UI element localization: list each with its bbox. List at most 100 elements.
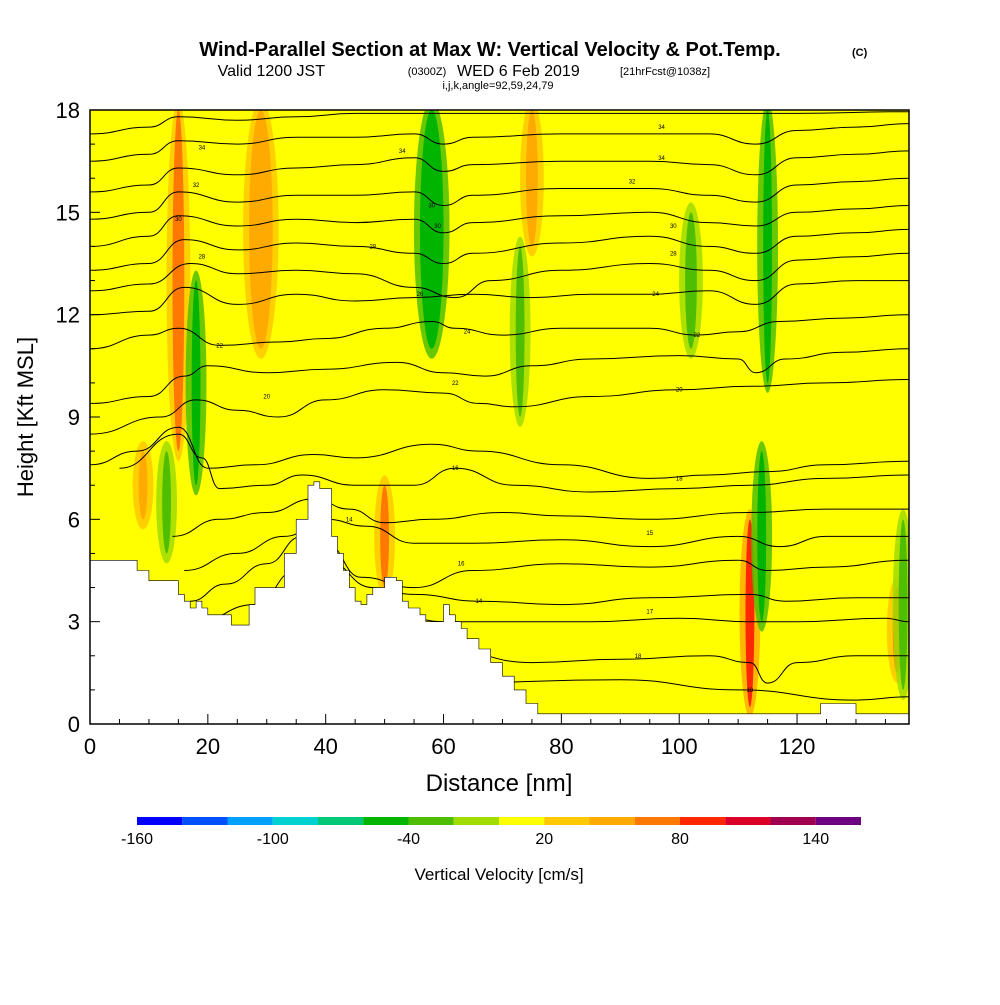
potential-temperature-contours: 19 18 17 14 16 15 14 16 18 20 20 22 22 22 24 24 26 28 28 28… xyxy=(90,111,909,704)
theta-contour-label: 14 xyxy=(346,517,353,523)
theta-contour-line xyxy=(90,177,909,220)
valid-utc: (0300Z) xyxy=(408,66,447,78)
theta-contour-label: 32 xyxy=(193,183,200,189)
y-tick-label: 6 xyxy=(68,507,80,532)
theta-contour-label: 15 xyxy=(646,531,653,537)
colorbar-tick-label: 20 xyxy=(535,831,553,848)
colorbar-swatch xyxy=(363,817,409,825)
theta-contour-label: 28 xyxy=(369,244,376,250)
theta-contour-line xyxy=(184,518,909,571)
updraft-cell xyxy=(380,485,390,588)
colorbar-tick-label: 80 xyxy=(671,831,689,848)
updraft-cell xyxy=(249,110,273,349)
colorbar-swatch xyxy=(634,817,680,825)
theta-contour-label: 20 xyxy=(676,388,683,394)
colorbar-swatch xyxy=(544,817,590,825)
theta-contour-line xyxy=(90,228,909,271)
theta-contour-line xyxy=(190,535,909,602)
updraft-cell xyxy=(138,451,148,520)
downdraft-cell xyxy=(191,280,201,486)
theta-contour-label: 30 xyxy=(428,204,435,210)
colorbar-tick-label: -100 xyxy=(257,831,289,848)
theta-contour-label: 24 xyxy=(464,330,471,336)
forecast-info: [21hrFcst@1038z] xyxy=(620,66,710,78)
theta-contour-line xyxy=(90,150,909,193)
x-tick-label: 40 xyxy=(313,734,337,759)
theta-contour-label: 26 xyxy=(417,292,424,298)
theta-contour-label: 20 xyxy=(263,395,270,401)
axes: 0 20 40 60 80 100 120 0 3 6 9 12 15 18 xyxy=(56,98,886,759)
colorbar-swatch xyxy=(227,817,273,825)
downdraft-cell xyxy=(757,451,767,622)
x-tick-label: 0 xyxy=(84,734,96,759)
theta-contour-label: 34 xyxy=(658,125,665,131)
theta-contour-label: 30 xyxy=(434,224,441,230)
x-axis-label: Distance [nm] xyxy=(426,770,573,797)
theta-contour-label: 34 xyxy=(399,149,406,155)
theta-contour-label: 32 xyxy=(629,180,636,186)
theta-contour-line xyxy=(443,648,909,684)
colorbar-swatch xyxy=(318,817,364,825)
updraft-cell xyxy=(172,110,185,452)
chart-title: Wind-Parallel Section at Max W: Vertical… xyxy=(199,39,780,61)
section-info: i,j,k,angle=92,59,24,79 xyxy=(442,80,553,92)
downdraft-cell xyxy=(162,451,172,554)
theta-contour-line xyxy=(90,280,909,316)
colorbar-tick-label: -160 xyxy=(121,831,153,848)
theta-contour-line xyxy=(119,433,909,493)
theta-contour-line xyxy=(90,111,909,135)
theta-contour-label: 14 xyxy=(476,599,483,605)
theta-contour-line xyxy=(90,123,909,162)
y-tick-label: 3 xyxy=(68,610,80,635)
x-tick-label: 120 xyxy=(779,734,816,759)
theta-contour-line xyxy=(172,498,909,537)
y-tick-label: 15 xyxy=(56,200,80,225)
x-tick-label: 100 xyxy=(661,734,698,759)
y-tick-label: 18 xyxy=(56,98,80,123)
theta-contour-label: 16 xyxy=(458,562,465,568)
theta-contour-label: 16 xyxy=(452,466,459,472)
theta-contour-label: 22 xyxy=(216,343,223,349)
colorbar-swatch xyxy=(770,817,816,825)
colorbar-swatch xyxy=(453,817,499,825)
theta-contour-label: 17 xyxy=(646,609,653,615)
colorbar-swatch xyxy=(589,817,635,825)
theta-contour-label: 34 xyxy=(199,146,206,152)
theta-contour-line xyxy=(90,314,909,350)
colorbar-swatch xyxy=(408,817,454,825)
x-tick-label: 80 xyxy=(549,734,573,759)
theta-contour-label: 24 xyxy=(652,292,659,298)
theta-contour-label: 28 xyxy=(199,255,206,261)
colorbar-swatch xyxy=(499,817,545,825)
downdraft-cell xyxy=(685,212,697,349)
theta-contour-line xyxy=(90,252,909,299)
colorbar-tick-label: 140 xyxy=(802,831,829,848)
colorbar-tick-label: -40 xyxy=(397,831,420,848)
colorbar-swatch xyxy=(137,817,183,825)
downdraft-cell xyxy=(515,246,525,417)
theta-contour-label: 30 xyxy=(175,217,182,223)
copyright-mark: (C) xyxy=(852,47,868,59)
theta-contour-label: 18 xyxy=(676,476,683,482)
theta-contour-label: 28 xyxy=(670,251,677,257)
theta-contour-label: 34 xyxy=(658,156,665,162)
updraft-cell xyxy=(526,110,538,247)
downdraft-cell xyxy=(898,519,908,690)
colorbar-swatch xyxy=(272,817,318,825)
theta-contour-line xyxy=(90,348,909,404)
theta-contour-label: 19 xyxy=(747,688,754,694)
valid-date: WED 6 Feb 2019 xyxy=(457,63,580,80)
theta-contour-label: 22 xyxy=(452,381,459,387)
theta-contour-line xyxy=(90,426,909,479)
theta-contour-line xyxy=(90,205,909,247)
x-tick-label: 20 xyxy=(196,734,220,759)
terrain-area xyxy=(89,481,910,725)
downdraft-cell xyxy=(763,110,773,383)
y-axis-label: Height [Kft MSL] xyxy=(13,337,38,497)
colorbar-swatch xyxy=(725,817,771,825)
y-tick-label: 12 xyxy=(56,303,80,328)
colorbar-swatch xyxy=(182,817,228,825)
x-tick-label: 60 xyxy=(431,734,455,759)
